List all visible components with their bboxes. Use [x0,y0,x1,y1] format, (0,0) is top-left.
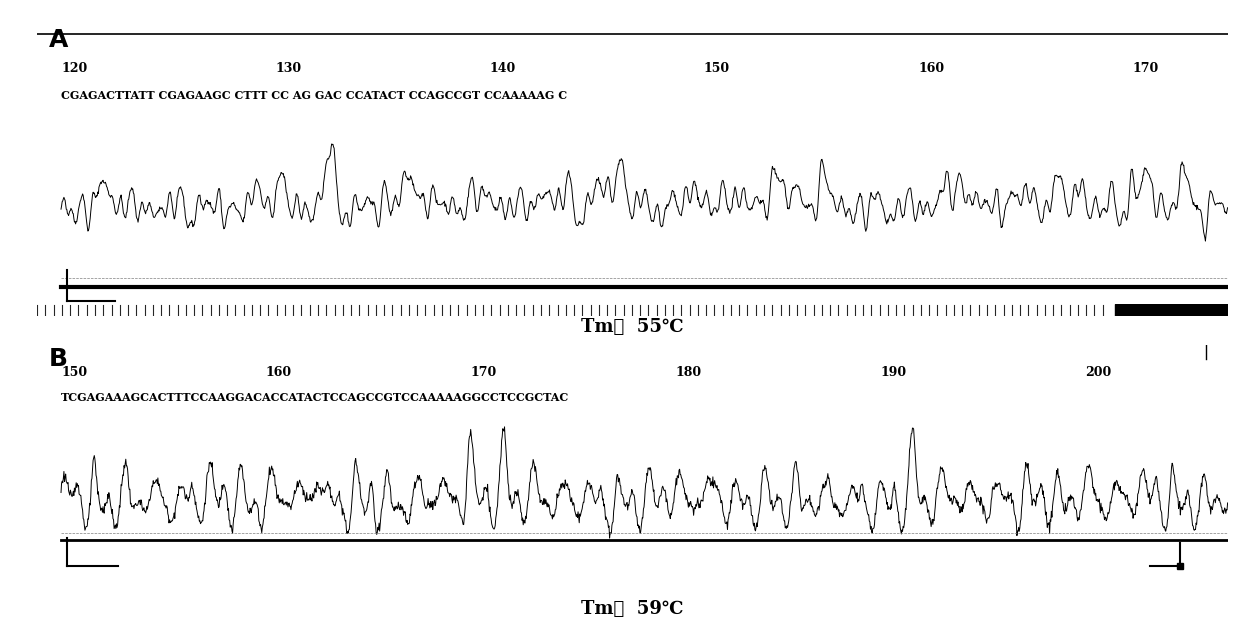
Text: 160: 160 [918,62,944,75]
Text: B: B [50,347,68,371]
Text: TCGAGAAAGCACTTTCCAAGGACACCATACTCCAGCCGTCCAAAAAGGCCTCCGCTAC: TCGAGAAAGCACTTTCCAAGGACACCATACTCCAGCCGTC… [61,392,569,403]
Text: 170: 170 [470,366,497,379]
Text: Tm：  55℃: Tm： 55℃ [582,318,683,336]
Text: 130: 130 [275,62,301,75]
Text: 160: 160 [265,366,291,379]
Text: A: A [50,28,68,52]
Text: CGAGACTTATT CGAGAAGC CTTT CC AG GAC CCATACT CCAGCCGT CCAAAAAG C: CGAGACTTATT CGAGAAGC CTTT CC AG GAC CCAT… [61,90,567,101]
Text: 140: 140 [490,62,516,75]
Text: 190: 190 [880,366,906,379]
Bar [1115,304,1228,316]
Text: 170: 170 [1132,62,1158,75]
Text: 150: 150 [61,366,87,379]
Text: Tm：  59℃: Tm： 59℃ [582,600,683,618]
Text: 120: 120 [61,62,87,75]
Text: 150: 150 [704,62,730,75]
Text: 200: 200 [1085,366,1111,379]
Text: 180: 180 [676,366,702,379]
